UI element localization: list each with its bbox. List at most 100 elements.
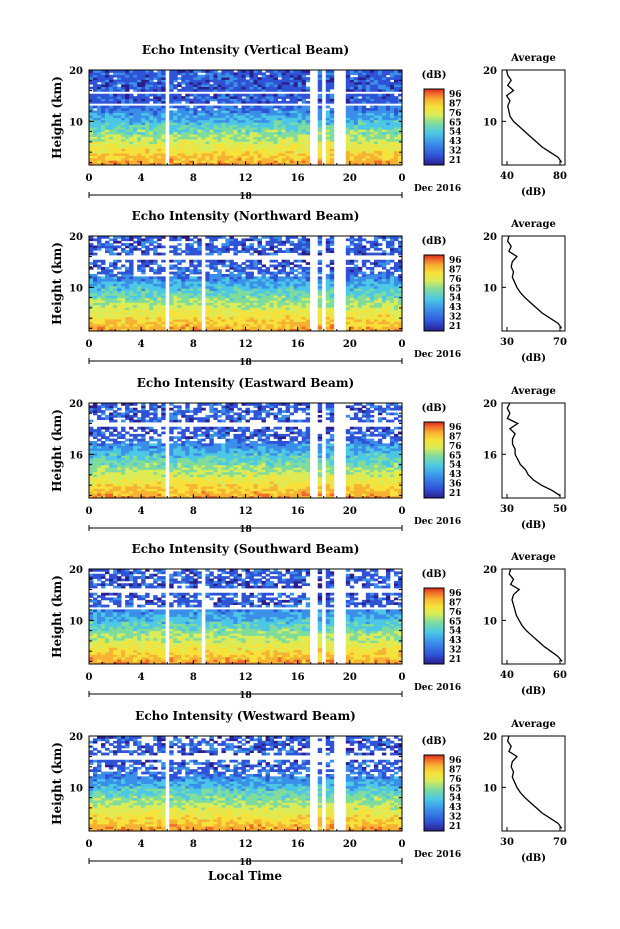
heatmap-cell — [325, 72, 331, 76]
heatmap-cell — [133, 236, 138, 239]
heatmap-cell — [289, 323, 295, 327]
heatmap-cell — [345, 84, 351, 88]
heatmap-cell — [229, 281, 234, 284]
heatmap-cell — [89, 293, 94, 296]
heatmap-cell — [93, 262, 98, 265]
heatmap-cell — [197, 110, 202, 114]
heatmap-cell — [181, 271, 186, 275]
heatmap-cell — [385, 243, 391, 246]
heatmap-cell — [137, 238, 142, 242]
heatmap-cell — [389, 98, 395, 102]
heatmap-cell — [237, 309, 242, 313]
heatmap-cell — [373, 153, 379, 156]
heatmap-cell — [273, 77, 278, 80]
heatmap-cell — [145, 153, 150, 156]
heatmap-cell — [281, 300, 287, 303]
heatmap-cell — [329, 266, 335, 270]
heatmap-cell — [381, 131, 387, 135]
heatmap-cell — [285, 297, 291, 301]
heatmap-cell — [169, 300, 174, 303]
heatmap-cell — [149, 131, 154, 135]
heatmap-cell — [161, 77, 166, 80]
heatmap-cell — [357, 252, 363, 256]
heatmap-cell — [209, 124, 214, 128]
heatmap-cell — [381, 252, 387, 256]
heatmap-cell — [193, 326, 198, 330]
heatmap-cell — [265, 131, 270, 135]
heatmap-cell — [345, 105, 351, 109]
heatmap-cell — [109, 281, 114, 284]
heatmap-cell — [145, 122, 150, 126]
heatmap-cell — [253, 157, 258, 161]
heatmap-cell — [389, 304, 395, 308]
heatmap-cell — [249, 328, 254, 332]
heatmap-cell — [101, 81, 106, 85]
heatmap-cell — [253, 86, 258, 90]
heatmap-cell — [233, 312, 238, 315]
heatmap-cell — [233, 328, 238, 332]
heatmap-cell — [217, 290, 222, 294]
heatmap-cell — [317, 115, 323, 118]
heatmap-cell — [261, 283, 266, 287]
heatmap-cell — [197, 105, 202, 109]
heatmap-cell — [293, 136, 299, 140]
heatmap-cell — [213, 319, 218, 322]
heatmap-cell — [141, 148, 146, 152]
heatmap-cell — [305, 321, 311, 325]
heatmap-cell — [385, 79, 391, 83]
heatmap-cell — [217, 131, 222, 135]
heatmap-cell — [161, 96, 166, 99]
heatmap-cell — [189, 293, 194, 296]
heatmap-cell — [273, 124, 278, 128]
heatmap-cell — [117, 153, 122, 156]
heatmap-cell — [189, 79, 194, 83]
heatmap-cell — [301, 309, 307, 313]
heatmap-cell — [377, 84, 383, 88]
profile-y-tick-label: 10 — [483, 117, 497, 128]
heatmap-cell — [205, 127, 210, 130]
heatmap-cell — [129, 274, 134, 277]
heatmap-cell — [89, 281, 94, 284]
heatmap-cell — [233, 304, 238, 308]
heatmap-cell — [269, 138, 274, 142]
heatmap-cell — [385, 81, 391, 85]
heatmap-cell — [101, 312, 106, 315]
heatmap-cell — [241, 319, 246, 322]
heatmap-cell — [189, 307, 194, 311]
heatmap-cell — [129, 117, 134, 121]
heatmap-cell — [233, 266, 238, 270]
heatmap-cell — [253, 84, 258, 88]
heatmap-cell — [101, 162, 106, 166]
heatmap-cell — [277, 326, 283, 330]
heatmap-cell — [161, 288, 166, 292]
heatmap-cell — [305, 112, 311, 116]
heatmap-cell — [213, 264, 218, 268]
heatmap-cell — [257, 271, 262, 275]
heatmap-cell — [217, 117, 222, 121]
heatmap-cell — [173, 136, 178, 140]
heatmap-cell — [289, 328, 295, 332]
heatmap-cell — [297, 281, 303, 284]
heatmap-cell — [245, 127, 250, 130]
heatmap-cell — [153, 236, 158, 239]
heatmap-cell — [161, 74, 166, 78]
heatmap-cell — [109, 271, 114, 275]
heatmap-cell — [369, 105, 375, 109]
heatmap-cell — [325, 302, 331, 306]
heatmap-cell — [357, 247, 363, 251]
heatmap-cell — [101, 124, 106, 128]
heatmap-cell — [121, 70, 126, 73]
heatmap-cell — [241, 266, 246, 270]
heatmap-cell — [285, 262, 291, 265]
heatmap-cell — [201, 110, 206, 114]
heatmap-cell — [125, 300, 130, 303]
heatmap-cell — [369, 89, 375, 92]
heatmap-cell — [237, 281, 242, 284]
heatmap-cell — [97, 122, 102, 126]
heatmap-cell — [189, 127, 194, 130]
heatmap-cell — [265, 127, 270, 130]
heatmap-cell — [149, 138, 154, 142]
heatmap-cell — [177, 321, 182, 325]
heatmap-cell — [173, 155, 178, 159]
heatmap-cell — [317, 81, 323, 85]
